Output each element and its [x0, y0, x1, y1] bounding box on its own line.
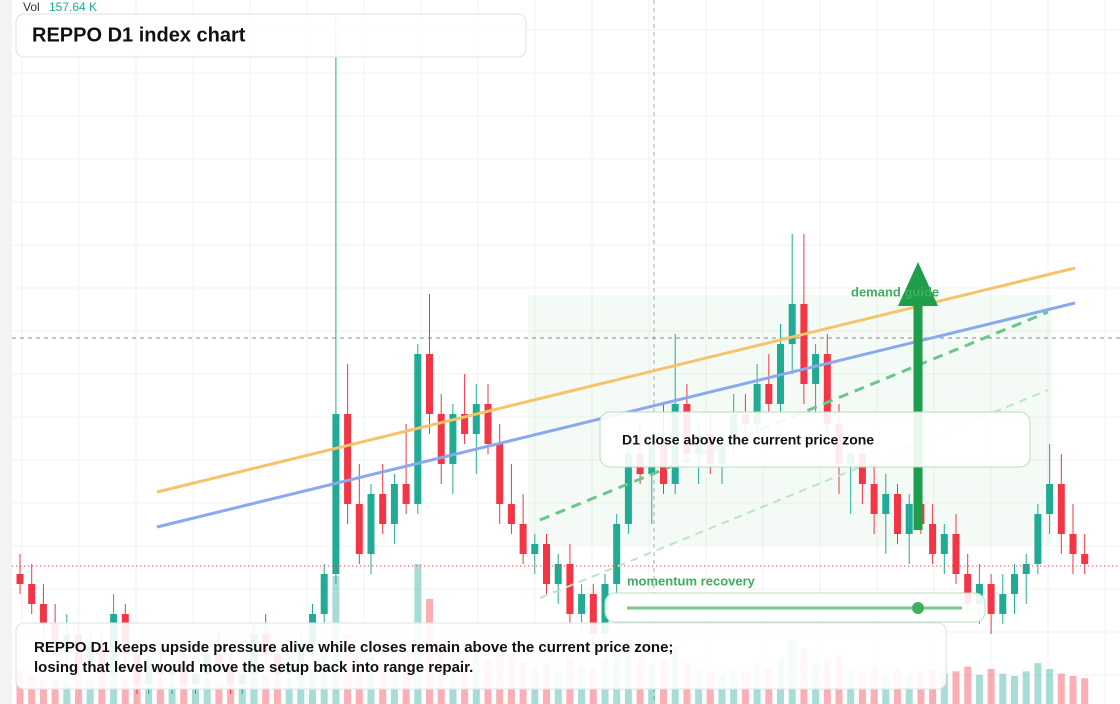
candle-body [402, 484, 410, 504]
candle-body [320, 574, 328, 614]
candle-body [496, 444, 504, 504]
annotation: demand guide [851, 284, 939, 299]
candle-body [788, 304, 796, 344]
candle-body [624, 454, 632, 524]
candle-body [1046, 484, 1054, 514]
volume-bar [121, 678, 129, 704]
volume-value: 157.64 K [49, 0, 97, 14]
volume-bar [203, 680, 211, 704]
candle-body [1011, 574, 1018, 594]
chart-title: REPPO D1 index chart [32, 24, 246, 46]
volume-bar [39, 680, 47, 704]
volume-bar [285, 683, 293, 704]
candle-body [800, 304, 808, 384]
candle-body [812, 354, 820, 384]
candle-body [390, 484, 398, 524]
volume-bar [975, 674, 983, 704]
note-line: REPPO D1 keeps upside pressure alive whi… [34, 639, 673, 656]
candle-body [765, 384, 773, 404]
candle-body [554, 564, 562, 584]
candle-body [1022, 564, 1030, 574]
candle-body [484, 404, 492, 444]
candle-body [1034, 514, 1042, 564]
candle-body [344, 414, 352, 504]
candle-body [531, 544, 539, 554]
candle-body [332, 414, 340, 574]
volume-bar [1034, 663, 1042, 704]
volume-bar [964, 666, 972, 704]
candle-body [870, 484, 878, 514]
note-box [15, 622, 947, 690]
guide-line [539, 389, 1049, 599]
volume-bar [156, 680, 164, 704]
volume-bar [1022, 671, 1030, 704]
candle-body [507, 504, 515, 524]
candle-body [987, 584, 995, 614]
volume-bar [98, 676, 106, 704]
volume-bar [51, 678, 59, 704]
arrow-head [898, 262, 938, 306]
volume-bar [1069, 676, 1077, 704]
volume-bar [1046, 669, 1054, 704]
annotation-box [599, 411, 1031, 468]
slider-knob [912, 602, 924, 614]
note-line: losing that level would move the setup b… [34, 659, 473, 676]
candle-body [882, 494, 890, 514]
candle-body [449, 414, 457, 464]
volume-bar [63, 683, 71, 704]
candle-body [39, 604, 47, 624]
candle-body [426, 354, 433, 414]
candle-body [823, 354, 831, 424]
candle-body [28, 584, 36, 604]
volume-bar [86, 680, 94, 704]
annotation: momentum recovery [627, 573, 756, 588]
candle-body [437, 414, 445, 464]
volume-bar [999, 673, 1007, 704]
candle-body [578, 594, 586, 614]
volume-label: Vol [23, 0, 40, 14]
candle-body [964, 574, 972, 604]
candle-body [519, 524, 527, 554]
candle-body [929, 524, 937, 554]
annotation: D1 close above the current price zone [622, 432, 874, 448]
volume-bar [1057, 673, 1065, 704]
candle-body [894, 494, 901, 534]
volume-bar [168, 685, 176, 704]
volume-bar [238, 686, 246, 704]
candle-body [858, 454, 866, 484]
volume-bar [180, 683, 188, 704]
volume-bar [952, 671, 960, 704]
volume-bar [1011, 676, 1018, 704]
candle-body [379, 494, 387, 524]
candle-body [1057, 484, 1065, 534]
volume-bar [940, 673, 948, 704]
volume-bar [273, 680, 281, 704]
candle-body [589, 594, 597, 634]
candle-body [905, 504, 913, 534]
candle-body [753, 384, 761, 424]
candle-body [355, 504, 363, 554]
title-box [15, 13, 527, 58]
candle-body [940, 534, 948, 554]
left-strip [0, 0, 12, 704]
candle-body [16, 574, 24, 584]
candle-body [1069, 534, 1077, 554]
candle-body [566, 564, 574, 614]
volume-bar [145, 686, 153, 704]
candle-body [461, 414, 469, 434]
candle-body [1081, 554, 1089, 564]
candle-body [543, 544, 550, 584]
volume-bar [987, 669, 995, 704]
volume-bar [215, 684, 223, 704]
candle-body [367, 494, 375, 554]
candle-body [472, 404, 480, 434]
volume-bar [1081, 678, 1089, 704]
volume-bar [192, 687, 199, 704]
candle-body [613, 524, 621, 584]
candle-body [952, 534, 960, 574]
candle-body [999, 594, 1007, 614]
